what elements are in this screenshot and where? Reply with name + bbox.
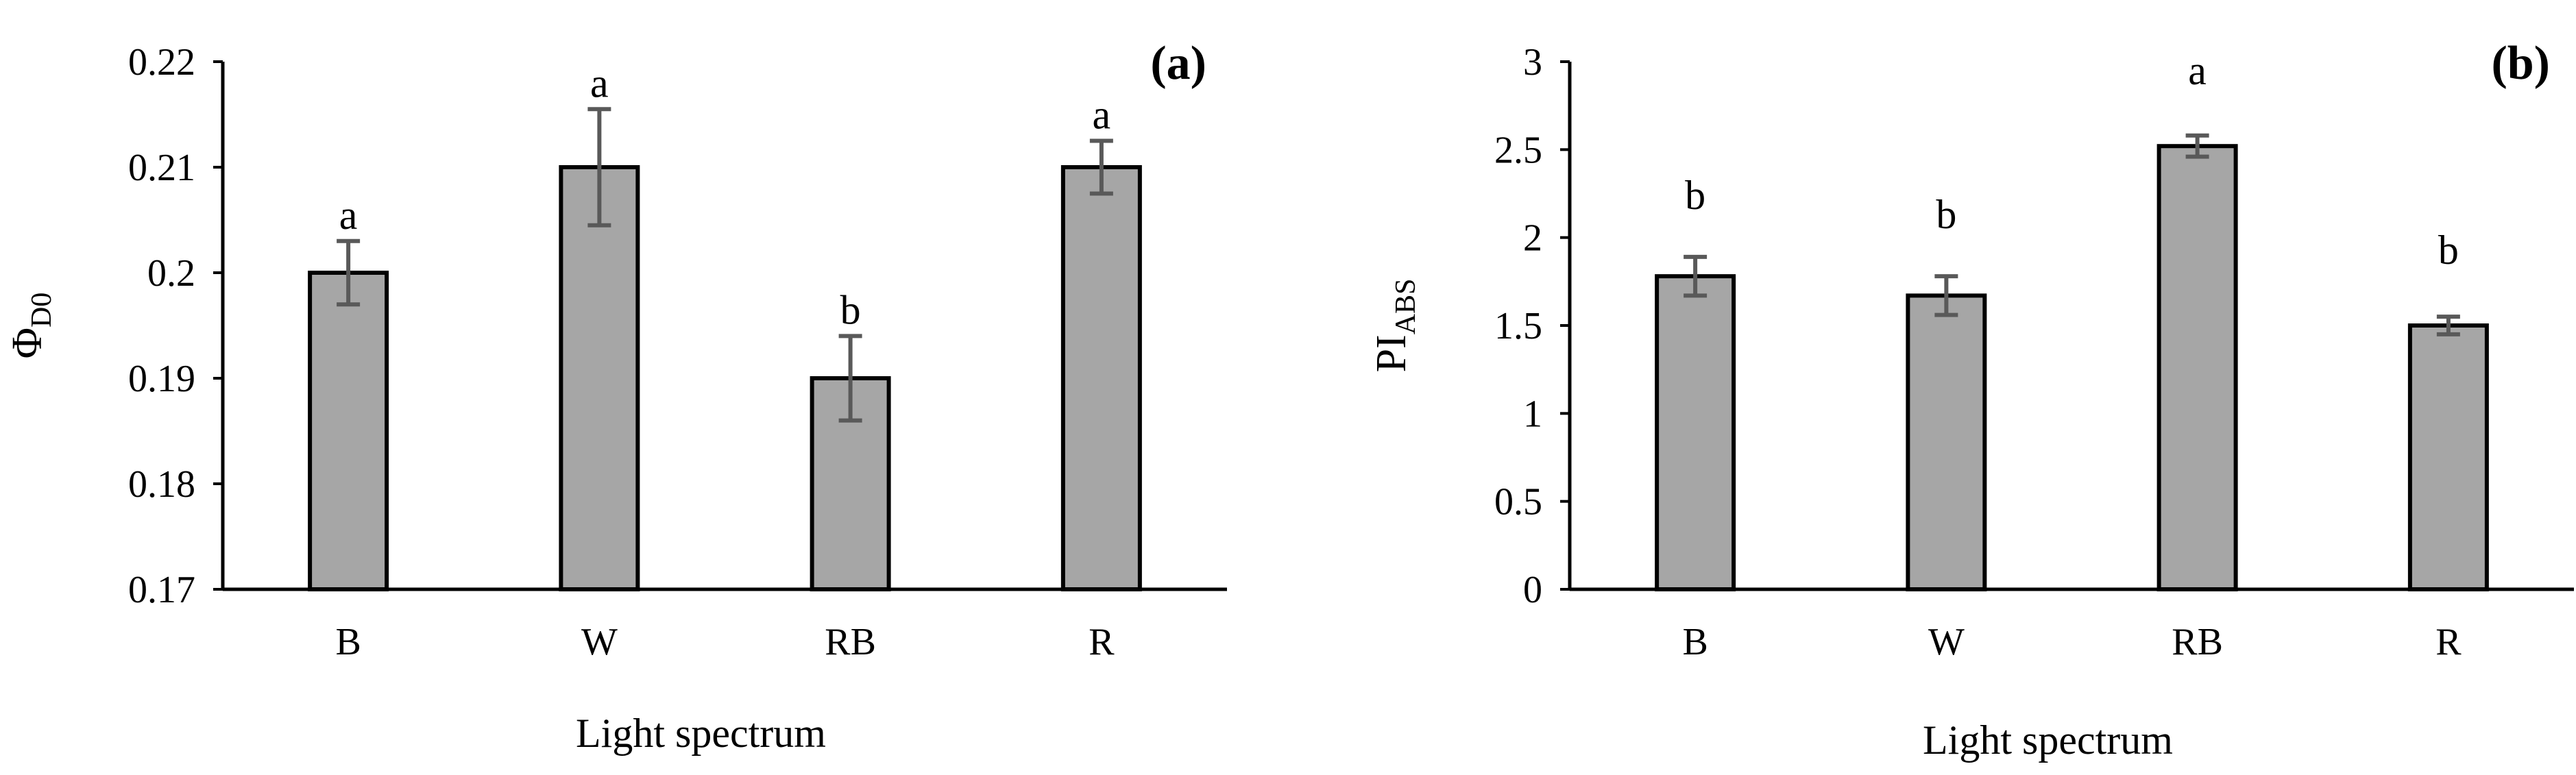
bar-r — [1060, 165, 1142, 591]
y-tick-label: 0.5 — [1494, 481, 1542, 524]
category-label: R — [1089, 621, 1115, 663]
significance-letter: b — [2438, 227, 2459, 273]
y-axis-title-subscript: ABS — [1390, 279, 1422, 335]
significance-letter: b — [840, 287, 861, 332]
bar-r — [2407, 323, 2489, 591]
category-label: W — [581, 621, 618, 663]
bar-w — [559, 165, 640, 591]
y-tick-label: 1.5 — [1494, 305, 1542, 347]
bar-b — [1655, 274, 1736, 591]
panel-label: (a) — [1150, 37, 1206, 90]
y-tick-label: 0.17 — [128, 569, 195, 611]
y-tick-label: 0 — [1523, 569, 1542, 611]
y-axis-title: ΦD0 — [4, 293, 58, 359]
y-axis-title: PIABS — [1368, 279, 1422, 373]
x-axis-title: Light spectrum — [576, 711, 826, 756]
panel-label: (b) — [2491, 37, 2550, 90]
y-tick-label: 0.21 — [128, 147, 195, 189]
category-label: W — [1928, 621, 1965, 663]
y-tick-label: 3 — [1523, 41, 1542, 84]
chart-panel-a: 0.17 0.18 0.19 0.2 0.21 0.22 a Ba Wb RB a R Light sp… — [4, 37, 1227, 756]
bar-w — [1906, 293, 1987, 591]
y-tick-label: 1 — [1523, 393, 1542, 435]
chart-panel-b: 0 0.5 1 1.5 2 2.5 3 b Bb Wa RB b R Light spectrum (b) P… — [1368, 37, 2574, 763]
y-tick-label: 0.19 — [128, 358, 195, 400]
y-tick-label: 2.5 — [1494, 129, 1542, 171]
y-tick-label: 2 — [1523, 217, 1542, 260]
significance-letter: a — [1093, 93, 1111, 138]
bar-rb — [2156, 144, 2238, 591]
category-label: R — [2435, 621, 2462, 663]
category-label: B — [1682, 621, 1708, 663]
category-label: RB — [2172, 621, 2223, 663]
y-axis-title-main: PI — [1368, 334, 1415, 372]
y-axis-title-main: Φ — [4, 328, 51, 358]
significance-letter: a — [2188, 48, 2207, 93]
significance-letter: b — [1685, 173, 1705, 218]
category-label: B — [335, 621, 361, 663]
y-axis-title-subscript: D0 — [26, 293, 58, 328]
y-tick-label: 0.22 — [128, 41, 195, 84]
significance-letter: b — [1936, 192, 1956, 237]
significance-letter: a — [339, 193, 358, 238]
x-axis-title: Light spectrum — [1923, 717, 2173, 763]
significance-letter: a — [590, 60, 609, 106]
category-label: RB — [825, 621, 876, 663]
bar-rb — [810, 376, 891, 591]
y-tick-label: 0.2 — [147, 252, 195, 295]
y-tick-label: 0.18 — [128, 463, 195, 506]
bar-b — [308, 271, 389, 591]
